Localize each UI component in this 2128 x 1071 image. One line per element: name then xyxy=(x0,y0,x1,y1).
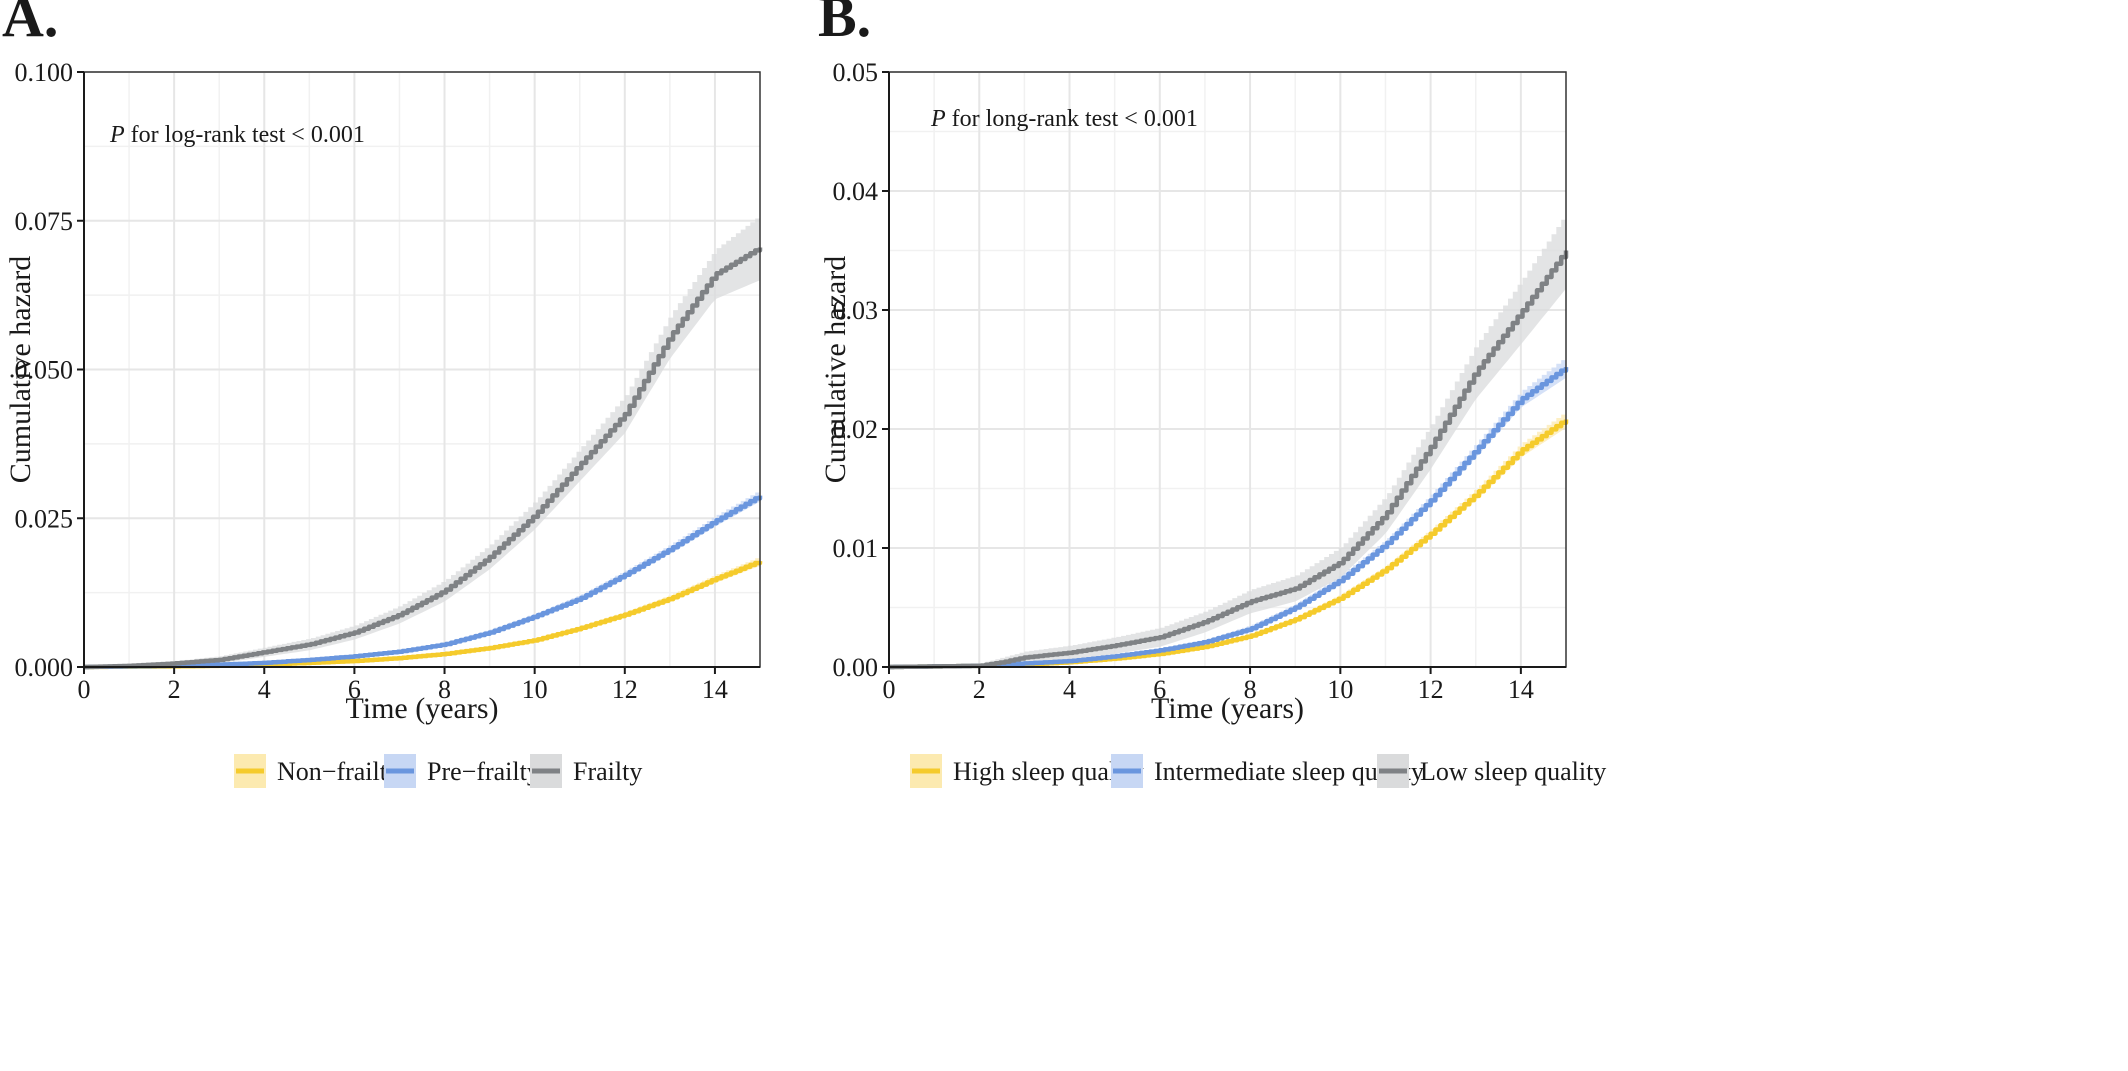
y-tick-label: 0.01 xyxy=(833,534,879,563)
x-tick-label: 14 xyxy=(1508,675,1534,704)
legend: High sleep quality Intermediate sleep qua… xyxy=(910,754,1606,788)
series-line-3 xyxy=(84,247,763,670)
x-tick-label: 6 xyxy=(1153,675,1166,704)
y-axis-title: Cumulative hazard xyxy=(4,256,37,483)
x-tick-label: 12 xyxy=(1418,675,1444,704)
x-tick-label: 2 xyxy=(973,675,986,704)
legend-label: Pre−frailty xyxy=(427,757,540,786)
y-tick-label: 0.000 xyxy=(15,653,74,682)
x-axis-title: Time (years) xyxy=(345,692,498,725)
y-tick-label: 0.02 xyxy=(833,415,879,444)
series-line-2 xyxy=(84,495,763,670)
y-axis-title: Cumulative hazard xyxy=(819,256,852,483)
x-tick-label: 6 xyxy=(348,675,361,704)
series-line-2 xyxy=(889,367,1569,670)
confidence-band-2 xyxy=(84,489,760,667)
x-axis-title: Time (years) xyxy=(1151,692,1304,725)
legend-item: High sleep quality xyxy=(910,754,1144,788)
chart-panel-b: B. 0 2 4 6 8 10 12 14 0.00 0.01 0.02 0.03 0.04 0.05 Tim… xyxy=(818,0,1606,788)
legend: Non−frailty Pre−frailty Frailty xyxy=(234,754,642,788)
pvalue-text: for long-rank test < 0.001 xyxy=(946,106,1198,132)
y-tick-label: 0.00 xyxy=(833,653,879,682)
pvalue-symbol: P xyxy=(109,122,125,148)
x-tick-label: 10 xyxy=(1327,675,1353,704)
y-tick-label: 0.05 xyxy=(833,58,879,87)
legend-label: Non−frailty xyxy=(277,757,400,786)
pvalue-symbol: P xyxy=(930,106,946,132)
y-tick-label: 0.03 xyxy=(833,296,879,325)
pvalue-text: for log-rank test < 0.001 xyxy=(125,122,365,148)
x-tick-label: 4 xyxy=(1063,675,1076,704)
panel-label: A. xyxy=(2,0,58,49)
pvalue-annotation: P for long-rank test < 0.001 xyxy=(930,106,1198,132)
legend-label: Frailty xyxy=(573,757,642,786)
y-tick-label: 0.075 xyxy=(15,207,74,236)
legend-item: Low sleep quality xyxy=(1377,754,1606,788)
confidence-band-1 xyxy=(889,411,1566,667)
series-line-3 xyxy=(889,250,1569,670)
legend-item: Pre−frailty xyxy=(384,754,540,788)
panel-label: B. xyxy=(818,0,871,49)
y-tick-label: 0.050 xyxy=(15,356,74,385)
y-tick-label: 0.04 xyxy=(833,177,879,206)
legend-item: Non−frailty xyxy=(234,754,400,788)
x-tick-label: 10 xyxy=(522,675,548,704)
x-tick-label: 8 xyxy=(438,675,451,704)
x-tick-label: 14 xyxy=(702,675,728,704)
chart-panel-a: A. 0 2 4 6 8 10 12 14 0.000 0.025 0.050 0.075 0.100 Ti… xyxy=(2,0,763,788)
confidence-band-3 xyxy=(889,212,1566,667)
x-tick-label: 8 xyxy=(1244,675,1257,704)
x-tick-label: 12 xyxy=(612,675,638,704)
pvalue-annotation: P for log-rank test < 0.001 xyxy=(109,122,365,148)
series-line-1 xyxy=(84,560,763,670)
legend-label: Low sleep quality xyxy=(1420,757,1606,786)
x-tick-label: 4 xyxy=(258,675,271,704)
x-tick-label: 0 xyxy=(883,675,896,704)
x-tick-label: 0 xyxy=(78,675,91,704)
confidence-band-3 xyxy=(84,214,760,668)
legend-item: Frailty xyxy=(530,754,642,788)
y-tick-label: 0.100 xyxy=(15,58,74,87)
x-tick-label: 2 xyxy=(168,675,181,704)
y-tick-label: 0.025 xyxy=(15,504,74,533)
